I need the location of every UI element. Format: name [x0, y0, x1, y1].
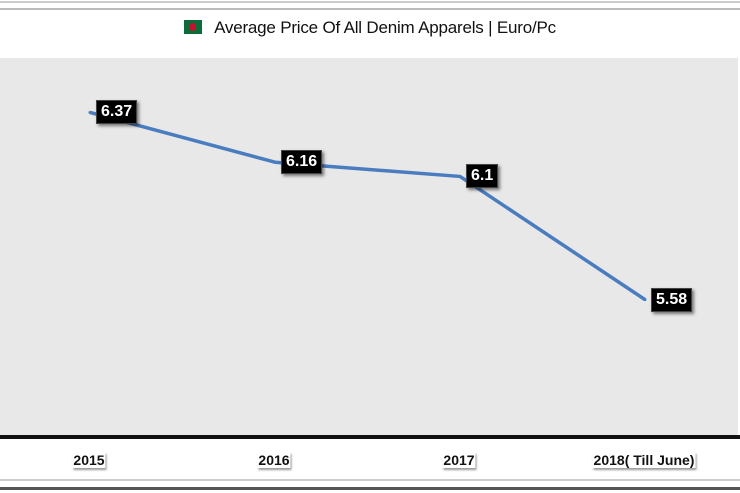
x-tick-label: 2016: [257, 452, 291, 468]
bottom-border-2: [0, 487, 740, 490]
data-label: 5.58: [651, 287, 693, 312]
data-point: [458, 174, 462, 178]
chart-title-text: Average Price Of All Denim Apparels | Eu…: [214, 18, 556, 37]
top-border: [0, 1, 740, 3]
data-point: [273, 160, 277, 164]
bangladesh-flag-icon: [184, 20, 203, 34]
top-border-2: [0, 8, 740, 10]
data-label: 6.37: [96, 100, 138, 125]
data-point: [643, 298, 647, 302]
data-point: [88, 110, 92, 114]
chart-title: Average Price Of All Denim Apparels | Eu…: [0, 18, 740, 38]
x-tick-label: 2015: [72, 452, 106, 468]
x-tick-label: 2018( Till June): [592, 452, 696, 468]
x-axis-line: [0, 435, 740, 439]
bottom-border: [0, 479, 740, 481]
data-label: 6.1: [466, 164, 499, 189]
data-label: 6.16: [281, 150, 323, 175]
series-line: [89, 110, 646, 302]
x-tick-label: 2017: [442, 452, 476, 468]
